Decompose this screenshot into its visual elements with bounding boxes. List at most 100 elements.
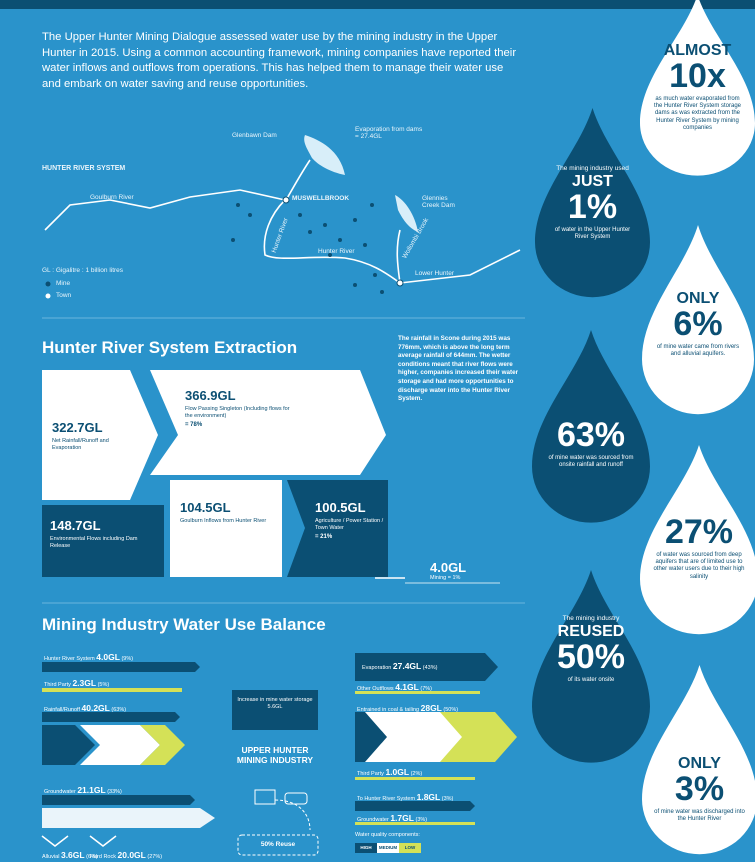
text: 20.0GL xyxy=(117,850,146,860)
map-label: Glenbawn Dam xyxy=(232,132,277,139)
map-label: Evaporation from dams = 27.4GL xyxy=(355,126,423,140)
block-text: 4.0GL Mining = 1% xyxy=(430,560,500,582)
drop-post: of water in the Upper Hunter River Syste… xyxy=(554,227,631,241)
label: Agriculture / Power Station / Town Water xyxy=(315,518,384,531)
intro: The Upper Hunter Mining Dialogue assesse… xyxy=(42,31,517,90)
drop-big: 50% xyxy=(556,638,626,676)
text: Groundwater xyxy=(357,817,389,823)
outflow-bars xyxy=(355,653,517,853)
block-text: 100.5GL Agriculture / Power Station / To… xyxy=(315,500,385,540)
drop-pre: The mining industry xyxy=(562,615,620,622)
map-label: MUSWELLBROOK xyxy=(292,195,350,202)
text: (63%) xyxy=(111,707,127,713)
text: 28GL xyxy=(420,703,442,713)
label: Mining = 1% xyxy=(430,575,461,581)
text: (2%) xyxy=(410,771,423,777)
drop-text: 63% of mine water was sourced from onsite… xyxy=(532,418,650,469)
map-label: Goulburn River xyxy=(90,194,134,201)
drop-pre: ONLY xyxy=(676,290,720,307)
drop-pre: The mining industry used xyxy=(556,165,629,172)
town xyxy=(396,279,404,287)
label: Net Rainfall/Runoff and Evaporation xyxy=(52,438,109,451)
drop-text: ONLY 3% of mine water was discharged into … xyxy=(642,755,755,823)
text: Evaporation xyxy=(362,665,392,671)
text: Entrained in coal & tailing xyxy=(357,707,420,713)
drop-post: of mine water was discharged into the Hu… xyxy=(654,809,745,823)
drop-post: of water was sourced from deep aquifers … xyxy=(653,552,745,580)
value: 100.5GL xyxy=(315,500,366,515)
text: (5%) xyxy=(97,682,110,688)
inflow-bars xyxy=(41,662,215,847)
text: 3.6GL xyxy=(60,850,85,860)
storage: Increase in mine water storage 5.6GL xyxy=(237,697,313,710)
drop-big: 63% xyxy=(556,416,626,454)
block-text: 322.7GL Net Rainfall/Runoff and Evaporat… xyxy=(52,420,132,452)
inflow-bars xyxy=(232,690,319,856)
text: (50%) xyxy=(443,707,459,713)
text: 4.1GL xyxy=(395,682,419,692)
label: Flow Passing Singleton (Including flows … xyxy=(185,406,290,419)
text: 27.4GL xyxy=(392,661,422,671)
value: 148.7GL xyxy=(50,518,101,533)
flow-row: Alluvial 3.6GL (6%) xyxy=(42,850,98,860)
text: (3%) xyxy=(415,817,428,823)
drop-pre: ONLY xyxy=(678,755,721,772)
drop-post: as much water evaporated from the Hunter… xyxy=(653,96,742,131)
map-label: Lower Hunter xyxy=(415,270,455,277)
block xyxy=(42,370,158,500)
text: Third Party xyxy=(357,771,384,777)
drop-pre: JUST xyxy=(572,173,613,190)
legend: GL : Gigalitre : 1 billion litres xyxy=(42,267,124,274)
block-text: 104.5GL Goulburn Inflows from Hunter Riv… xyxy=(180,500,275,525)
dam xyxy=(395,195,418,232)
flow-row: Hard Rock 20.0GL (27%) xyxy=(90,850,162,860)
map-label: Hunter River xyxy=(318,248,355,255)
mines xyxy=(45,203,384,294)
text: Groundwater xyxy=(44,789,76,795)
text: (27%) xyxy=(147,854,163,860)
block xyxy=(170,480,282,577)
label: Goulburn Inflows from Hunter River xyxy=(180,518,267,524)
text: 4.0GL xyxy=(96,652,120,662)
town xyxy=(282,196,290,204)
reuse: 50% Reuse xyxy=(260,841,296,848)
text: (43%) xyxy=(422,665,438,671)
share: = 21% xyxy=(315,534,333,540)
note: The rainfall in Scone during 2015 was 77… xyxy=(398,335,519,403)
flow-row: Third Party 1.0GL (2%) xyxy=(357,767,422,777)
text: 40.2GL xyxy=(81,703,110,713)
drop-text: The mining industry REUSED 50% of its water… xyxy=(532,615,650,684)
legend: Town xyxy=(56,292,72,299)
quality: LOW xyxy=(404,845,416,850)
block-text: 148.7GL Environmental Flows including Da… xyxy=(50,518,155,550)
value: 366.9GL xyxy=(185,388,236,403)
dam xyxy=(304,135,345,175)
text: (33%) xyxy=(107,789,122,795)
drop-text: The mining industry used JUST 1% of water i… xyxy=(535,165,650,241)
drop-post: of mine water came from rivers and alluv… xyxy=(656,344,740,358)
text: Alluvial xyxy=(42,854,60,860)
flow-row: To Hunter River System 1.8GL (3%) xyxy=(357,792,453,802)
label: Environmental Flows including Dam Releas… xyxy=(50,536,138,549)
text: Third Party xyxy=(44,682,71,688)
share: = 78% xyxy=(185,422,203,428)
section-title: Mining Industry Water Use Balance xyxy=(42,615,326,634)
drop-post: of its water onsite xyxy=(567,677,615,683)
flow-row: Entrained in coal & tailing 28GL (50%) xyxy=(357,703,458,713)
drop-text: ALMOST 10x as much water evaporated from t… xyxy=(640,42,755,132)
drop-pre: ALMOST xyxy=(663,42,732,59)
map-label: Glennies Creek Dam xyxy=(422,195,455,209)
text: Hunter River System xyxy=(44,656,95,662)
flow-row: Hunter River System 4.0GL (9%) xyxy=(44,652,133,662)
flow-row: Evaporation 27.4GL (43%) xyxy=(362,661,437,671)
town xyxy=(45,293,51,299)
text: 1.8GL xyxy=(416,792,441,802)
center-label: UPPER HUNTER MINING INDUSTRY xyxy=(236,745,314,765)
section-title: Hunter River System Extraction xyxy=(42,338,298,357)
value: 104.5GL xyxy=(180,500,231,515)
flow-row: Rainfall/Runoff 40.2GL (63%) xyxy=(44,703,126,713)
text: 2.3GL xyxy=(72,678,97,688)
drop-big: 1% xyxy=(567,188,618,226)
